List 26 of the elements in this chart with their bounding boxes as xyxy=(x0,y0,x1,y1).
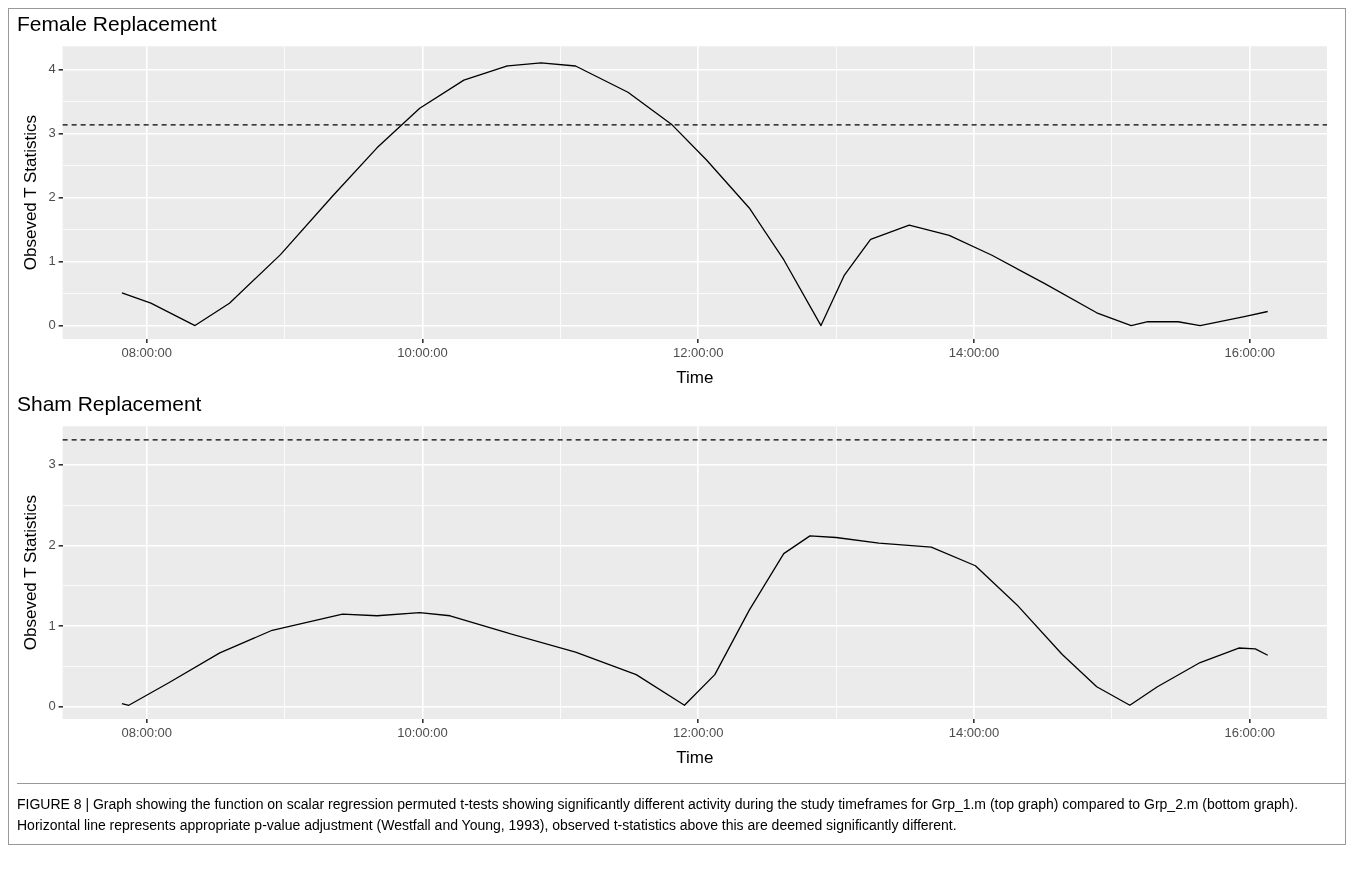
y-tick-label: 2 xyxy=(48,189,56,205)
x-tick-label: 14:00:00 xyxy=(948,725,1000,741)
x-tick-label: 10:00:00 xyxy=(397,725,448,741)
y-tick-label: 0 xyxy=(48,317,56,333)
x-tick-label: 08:00:00 xyxy=(121,725,173,741)
chart-title: Sham Replacement xyxy=(17,392,202,416)
y-tick-label: 3 xyxy=(48,125,56,141)
x-tick-label: 08:00:00 xyxy=(121,345,173,361)
y-tick-label: 0 xyxy=(48,698,56,714)
y-tick-label: 2 xyxy=(48,537,56,553)
x-axis-title: Time xyxy=(676,368,714,388)
x-tick-label: 10:00:00 xyxy=(397,345,448,361)
x-tick-label: 14:00:00 xyxy=(948,345,1000,361)
y-axis-title: Obseved T Statistics xyxy=(20,114,40,271)
x-tick-label: 16:00:00 xyxy=(1224,345,1276,361)
x-axis-title: Time xyxy=(676,748,714,768)
y-axis-title: Obseved T Statistics xyxy=(20,494,40,651)
y-tick-label: 4 xyxy=(48,61,56,77)
x-tick-label: 12:00:00 xyxy=(672,725,724,741)
y-tick-label: 1 xyxy=(48,617,56,633)
x-tick-label: 16:00:00 xyxy=(1224,725,1276,741)
chart-title: Female Replacement xyxy=(17,12,217,36)
x-tick-label: 12:00:00 xyxy=(672,345,724,361)
y-tick-label: 1 xyxy=(48,253,56,269)
caption: FIGURE 8 | Graph showing the function on scalar regression permuted t-tests showing significantly different activity during the study timeframes for Grp_1.m (top graph) compared to Grp_2.m (bottom graph). Horizontal line represents appropriate p-value adjustment (Westfall and Young, 1993), observed t-statistics above this are deemed significantly different. xyxy=(17,795,1300,835)
y-tick-label: 3 xyxy=(48,456,56,472)
